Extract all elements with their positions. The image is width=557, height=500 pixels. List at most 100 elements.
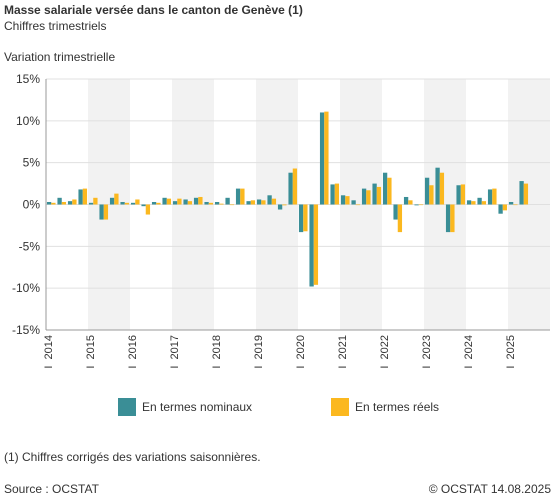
bar-real xyxy=(429,185,434,205)
bar-nominal xyxy=(225,197,230,205)
bar-real xyxy=(282,204,287,206)
bar-real xyxy=(460,184,466,205)
legend-swatch-real xyxy=(331,398,349,416)
x-tick-label: I 2016 xyxy=(127,335,139,369)
bar-nominal xyxy=(99,204,104,220)
bar-nominal xyxy=(445,204,451,233)
bar-real xyxy=(387,177,392,205)
bar-real xyxy=(114,193,119,205)
legend-swatch-nominal xyxy=(118,398,136,416)
bar-real xyxy=(198,196,203,205)
bar-nominal xyxy=(151,201,157,205)
x-tick-label: I 2020 xyxy=(295,335,307,369)
x-tick-label: I 2014 xyxy=(43,335,55,369)
bar-nominal xyxy=(372,183,377,205)
bar-real xyxy=(187,201,193,205)
bar-nominal xyxy=(162,197,167,205)
bar-real xyxy=(156,202,161,205)
x-tick-label: I 2024 xyxy=(463,335,475,369)
bar-real xyxy=(366,190,371,205)
bar-real xyxy=(439,172,445,205)
bar-nominal xyxy=(414,204,419,206)
bar-nominal xyxy=(172,201,178,205)
bar-nominal xyxy=(130,202,136,205)
legend: En termes nominaux En termes réels xyxy=(0,398,557,418)
bar-real xyxy=(166,198,172,205)
bar-real xyxy=(481,201,487,205)
bar-nominal xyxy=(204,201,209,205)
x-tick-label: I 2017 xyxy=(169,335,181,369)
bar-nominal xyxy=(456,185,461,205)
bar-real xyxy=(82,188,88,205)
x-tick-label: I 2018 xyxy=(211,335,223,369)
bar-nominal xyxy=(382,172,388,205)
legend-label-nominal: En termes nominaux xyxy=(142,400,253,414)
y-tick-label: -15% xyxy=(12,323,40,337)
bar-nominal xyxy=(361,188,367,205)
x-tick-label: I 2022 xyxy=(379,335,391,369)
bar-nominal xyxy=(319,112,325,205)
bar-real xyxy=(229,204,235,206)
bar-nominal xyxy=(466,200,472,205)
bar-nominal xyxy=(267,195,272,205)
bar-nominal xyxy=(277,204,283,210)
bar-real xyxy=(492,188,497,205)
bar-nominal xyxy=(120,201,125,205)
bar-real xyxy=(355,204,361,206)
bar-real xyxy=(292,168,298,205)
bar-nominal xyxy=(288,172,293,205)
bar-nominal xyxy=(487,189,493,205)
copyright-text: © OCSTAT 14.08.2025 xyxy=(428,482,551,496)
legend-item-real[interactable]: En termes réels xyxy=(331,398,439,416)
bar-real xyxy=(471,201,476,205)
y-axis-title: Variation trimestrielle xyxy=(4,50,116,64)
y-tick-label: -5% xyxy=(19,239,41,253)
bar-nominal xyxy=(193,197,199,205)
bar-nominal xyxy=(340,195,346,205)
bar-nominal xyxy=(330,184,335,205)
bar-nominal xyxy=(403,196,409,205)
bar-real xyxy=(345,196,350,205)
bar-nominal xyxy=(214,201,220,205)
bar-nominal xyxy=(88,202,94,205)
bar-real xyxy=(502,204,508,211)
bar-real xyxy=(513,204,518,206)
bar-nominal xyxy=(424,177,430,205)
bar-nominal xyxy=(57,197,62,205)
bar-nominal xyxy=(519,181,524,205)
bar-real xyxy=(61,201,67,205)
bar-nominal xyxy=(309,204,314,287)
bar-nominal xyxy=(508,201,514,205)
bar-real xyxy=(324,111,329,205)
x-tick-label: I 2019 xyxy=(253,335,265,369)
y-tick-label: 15% xyxy=(16,72,40,86)
bar-real xyxy=(124,202,130,205)
bar-real xyxy=(103,204,109,220)
x-tick-label: I 2025 xyxy=(505,335,517,369)
bar-nominal xyxy=(109,197,115,205)
bar-real xyxy=(177,198,182,205)
bar-nominal xyxy=(256,199,262,205)
bar-real xyxy=(271,198,277,205)
y-tick-label: -10% xyxy=(12,281,40,295)
bar-nominal xyxy=(351,200,356,205)
bar-nominal xyxy=(477,197,482,205)
bar-real xyxy=(397,204,403,233)
bar-real xyxy=(376,186,382,205)
bar-real xyxy=(303,204,308,232)
x-tick-label: I 2021 xyxy=(337,335,349,369)
y-tick-label: 5% xyxy=(23,156,41,170)
bar-nominal xyxy=(67,201,73,205)
y-tick-label: 10% xyxy=(16,114,40,128)
legend-item-nominal[interactable]: En termes nominaux xyxy=(118,398,252,416)
bar-nominal xyxy=(393,204,398,220)
x-tick-label: I 2015 xyxy=(85,335,97,369)
bar-real xyxy=(208,202,214,205)
chart-title: Masse salariale versée dans le canton de… xyxy=(4,3,303,17)
y-tick-label: 0% xyxy=(23,198,41,212)
bar-chart: 15% 10% 5% 0% -5% -10% -15%I 2014 I 2015 I 2016 I… xyxy=(12,72,550,369)
bar-real xyxy=(450,204,455,233)
bar-real xyxy=(313,204,319,285)
bar-real xyxy=(219,203,224,205)
footnote: (1) Chiffres corrigés des variations sai… xyxy=(4,450,261,464)
